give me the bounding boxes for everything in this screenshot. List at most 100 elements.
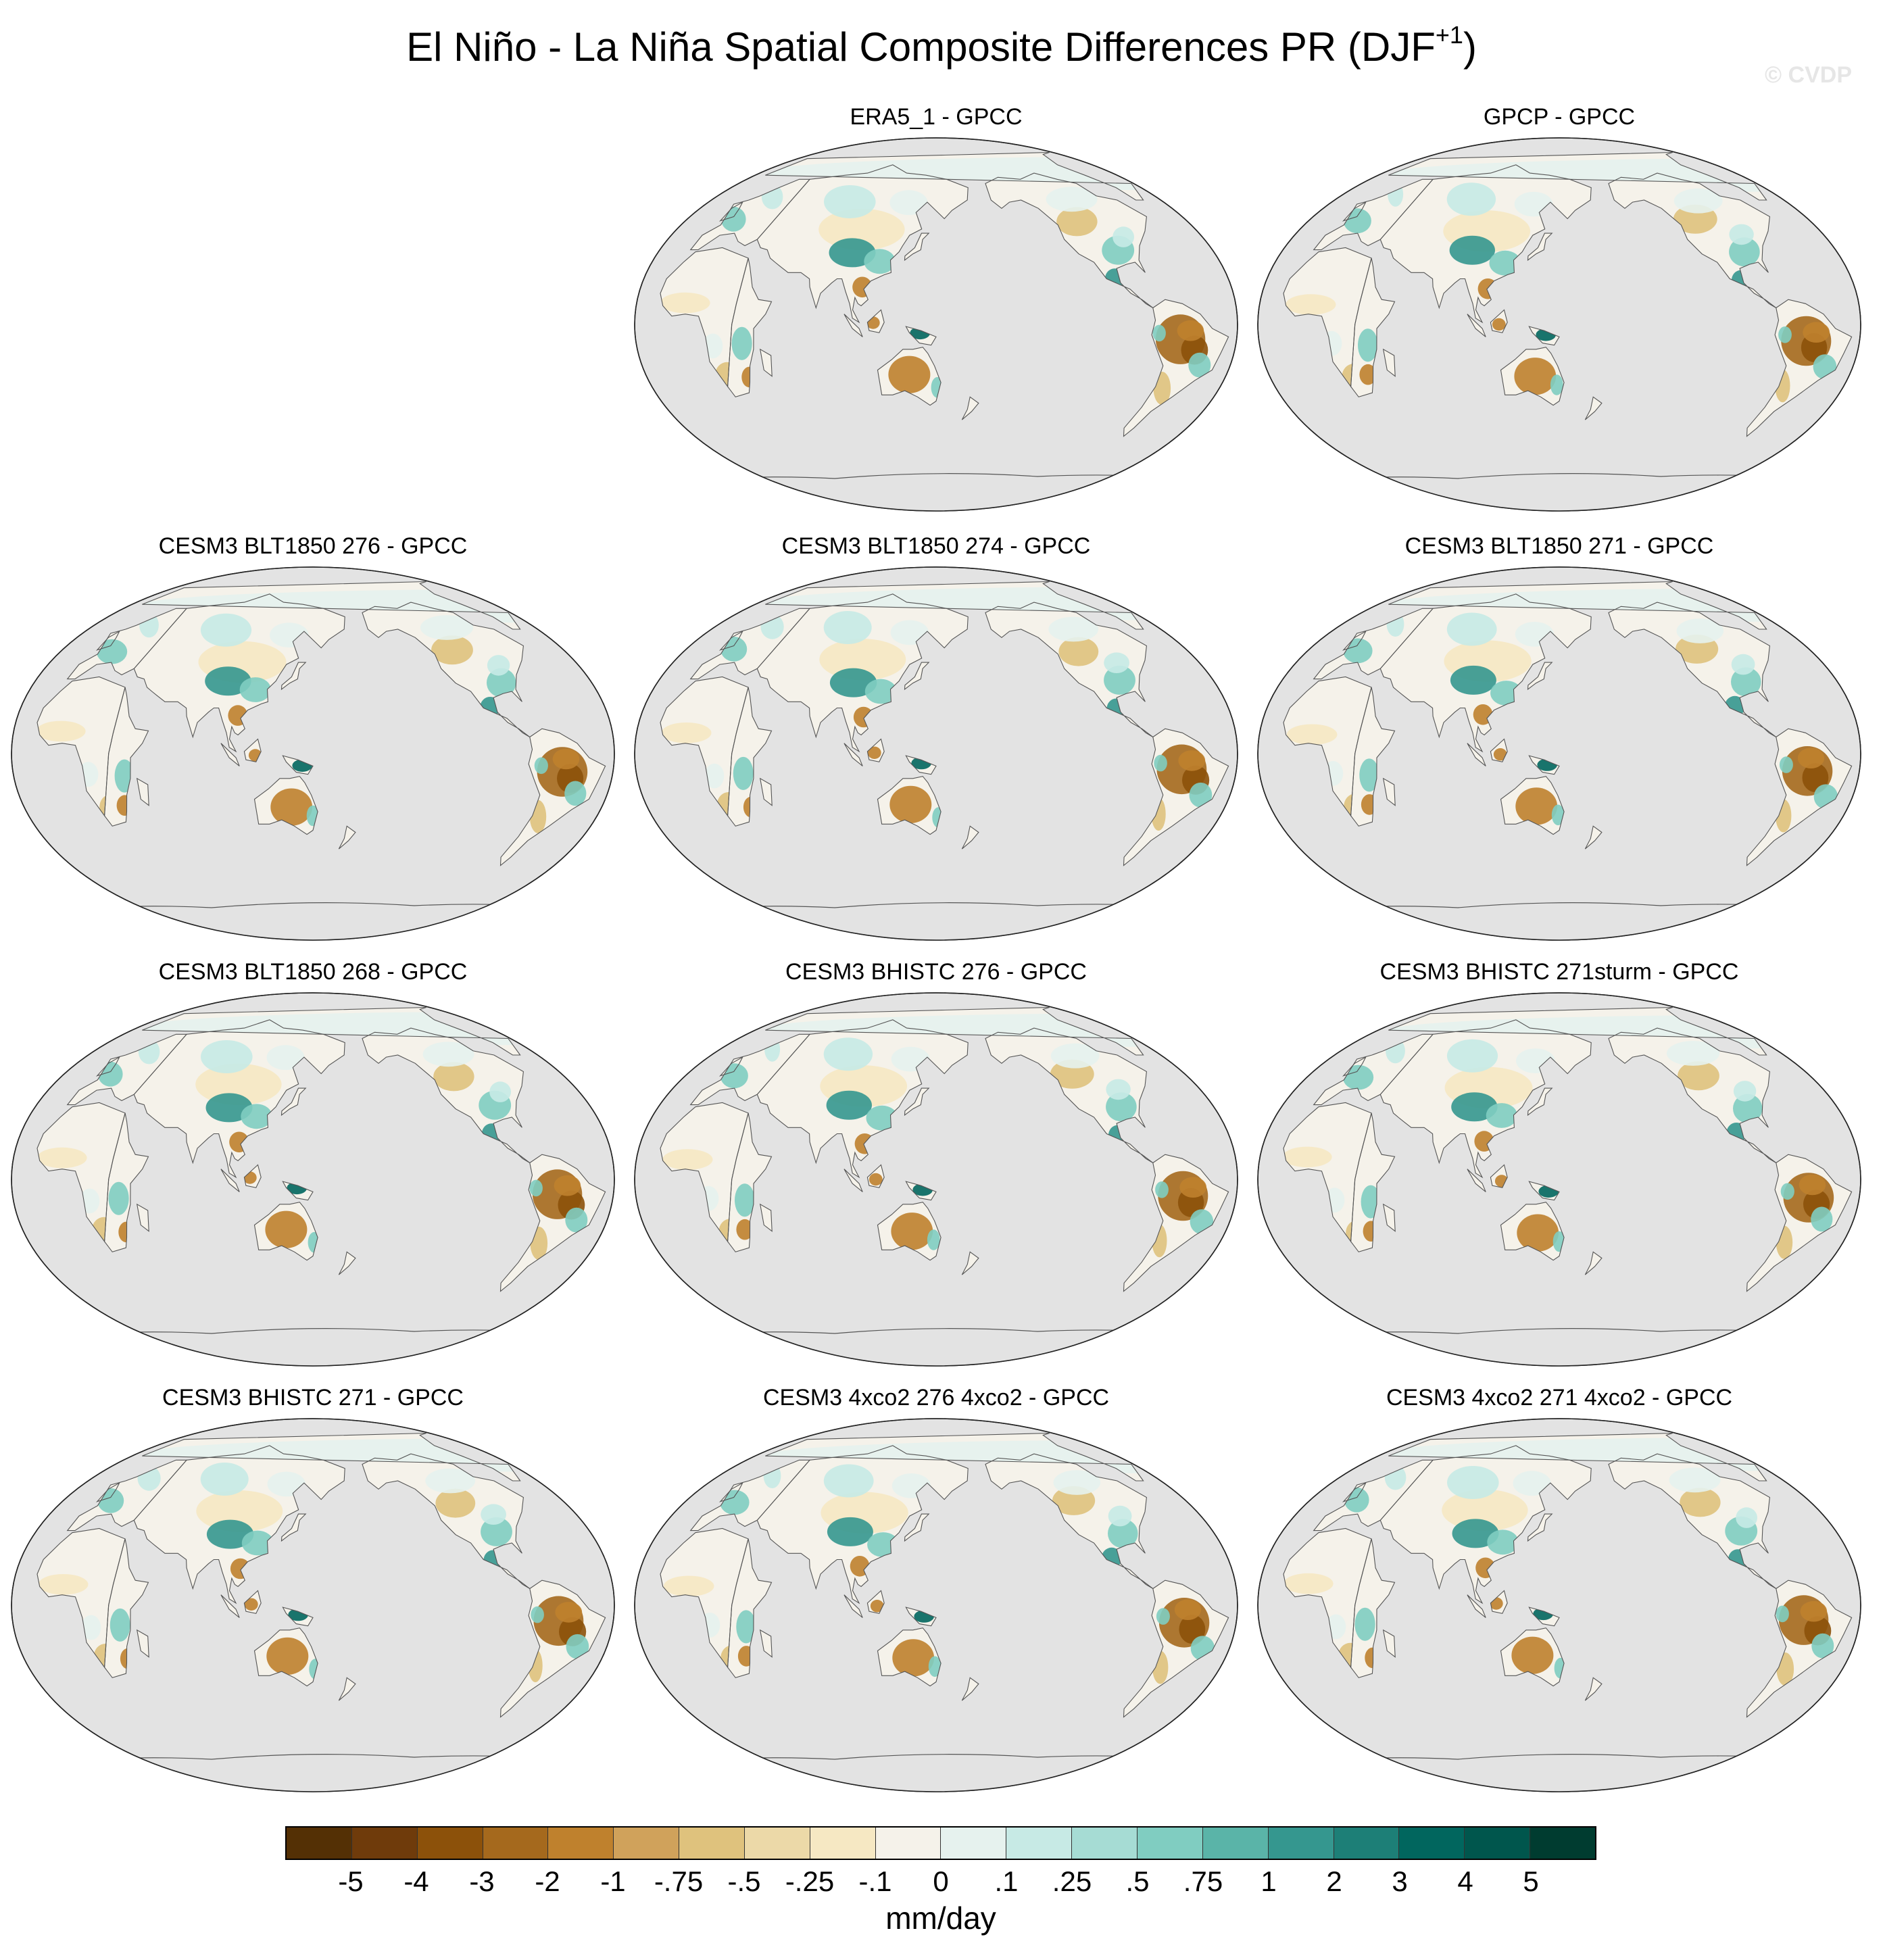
anomaly-patch: [241, 1104, 272, 1129]
coastline: [136, 777, 149, 806]
anomaly-patch: [1342, 1064, 1374, 1090]
anomaly-patch: [205, 1093, 253, 1123]
coastline: [660, 676, 749, 817]
world-map: [1257, 137, 1861, 512]
coastline: [499, 1154, 606, 1292]
colorbar-swatch: [483, 1828, 549, 1859]
panel-title: CESM3 4xco2 276 4xco2 - GPCC: [762, 1385, 1110, 1411]
anomaly-patch: [829, 238, 876, 268]
coastline: [36, 676, 126, 817]
anomaly-patch: [824, 185, 876, 218]
coastline: [866, 1590, 885, 1614]
coastline: [1500, 1627, 1565, 1687]
anomaly-patch: [891, 1212, 933, 1250]
anomaly-patch: [1048, 616, 1099, 642]
land-europeW: [690, 1034, 810, 1105]
anomaly-patch: [1104, 665, 1135, 695]
colorbar-swatch: [1072, 1828, 1138, 1859]
coastline: [362, 1027, 531, 1163]
anomaly-patch: [1780, 1183, 1794, 1200]
coastline: [905, 1607, 937, 1627]
land-sumatra: [1467, 1594, 1486, 1618]
land-japan: [904, 233, 929, 260]
coastline: [280, 1513, 307, 1542]
anomaly-patch: [661, 722, 712, 743]
anomaly-patch: [1286, 294, 1336, 315]
coastline: [1528, 1181, 1560, 1201]
colorbar: -5 -4 -3 -2 -1 -.75 -.5 -.25 -.1 0 .1 .25 .5 .75 1 2 3 4 5…: [285, 1826, 1596, 1948]
coastline: [1608, 172, 1777, 308]
coastline: [877, 1202, 942, 1261]
anomaly-patch: [196, 1490, 283, 1532]
anomaly-patch: [1551, 804, 1565, 826]
map-panel: CESM3 BLT1850 268 - GPCC: [5, 956, 620, 1369]
coastline: [499, 728, 606, 866]
globe-outline: [1257, 137, 1861, 512]
coastline: [689, 608, 811, 680]
coastline: [1382, 1629, 1396, 1658]
land-africaW: [660, 1528, 749, 1667]
coastline: [142, 1006, 521, 1056]
anomaly-patch: [1515, 787, 1558, 825]
anomaly-patch: [1354, 1607, 1375, 1641]
colorbar-tick-label: -.5: [727, 1865, 761, 1897]
coastline: [843, 743, 863, 766]
coastline: [220, 1169, 240, 1192]
map-panel: CESM3 BHISTC 271sturm - GPCC: [1252, 956, 1867, 1369]
anomaly-patch: [660, 292, 710, 314]
anomaly-patch: [1177, 320, 1204, 341]
coastline: [843, 1169, 863, 1192]
anomaly-patch: [1797, 748, 1825, 768]
anomaly-patch: [481, 1517, 512, 1546]
anomaly-patch: [1811, 1633, 1834, 1659]
anomaly-patch: [1489, 250, 1521, 276]
anomaly-patch: [731, 326, 752, 360]
anomaly-patch: [823, 611, 872, 644]
land-africaE: [1350, 1112, 1395, 1252]
anomaly-patch: [1513, 1471, 1551, 1496]
anomaly-patch: [200, 1463, 249, 1496]
anomaly-patch: [736, 1610, 756, 1644]
coastline: [866, 738, 885, 762]
land-africaE: [727, 1112, 772, 1252]
coastline: [1283, 247, 1372, 388]
coastline: [1527, 662, 1553, 691]
watermark: © CVDP: [1765, 62, 1852, 88]
colorbar-swatch: [1530, 1828, 1595, 1859]
coastline: [961, 396, 979, 420]
anomaly-patch: [866, 1105, 898, 1131]
land-madagascar: [760, 778, 773, 806]
anomaly-patch: [270, 788, 313, 826]
coastline: [1490, 738, 1508, 762]
anomaly-patch: [1359, 758, 1379, 792]
land-nz: [962, 826, 979, 850]
land-sumatra: [843, 1594, 863, 1618]
map-panel: CESM3 BLT1850 276 - GPCC: [5, 531, 620, 943]
colorbar-swatch: [417, 1828, 483, 1859]
anomaly-patch: [1155, 1181, 1169, 1198]
land-sumatra: [1467, 1169, 1486, 1192]
coastline: [142, 581, 521, 630]
coastline: [1490, 1590, 1508, 1614]
anomaly-patch: [864, 679, 897, 704]
land-nz: [339, 1677, 356, 1701]
coastline: [282, 1181, 314, 1201]
anomaly-patch: [1779, 756, 1793, 773]
coastline: [142, 1432, 521, 1481]
colorbar-tick-label: .5: [1125, 1865, 1150, 1897]
coastline: [756, 1019, 969, 1179]
panel-title: ERA5_1 - GPCC: [850, 104, 1023, 130]
anomaly-patch: [487, 655, 510, 676]
coastline: [282, 1607, 314, 1627]
anomaly-patch: [1800, 1600, 1828, 1622]
colorbar-swatch: [1137, 1828, 1203, 1859]
coastline: [1342, 1056, 1367, 1077]
anomaly-patch: [1450, 665, 1496, 695]
coastline: [220, 743, 240, 766]
land-nz: [1585, 397, 1602, 420]
antarctica-coastline: [1258, 1754, 1861, 1792]
anomaly-patch: [823, 1037, 873, 1071]
anomaly-patch: [1156, 1608, 1170, 1625]
anomaly-patch: [1517, 1214, 1559, 1252]
anomaly-patch: [736, 1219, 754, 1240]
